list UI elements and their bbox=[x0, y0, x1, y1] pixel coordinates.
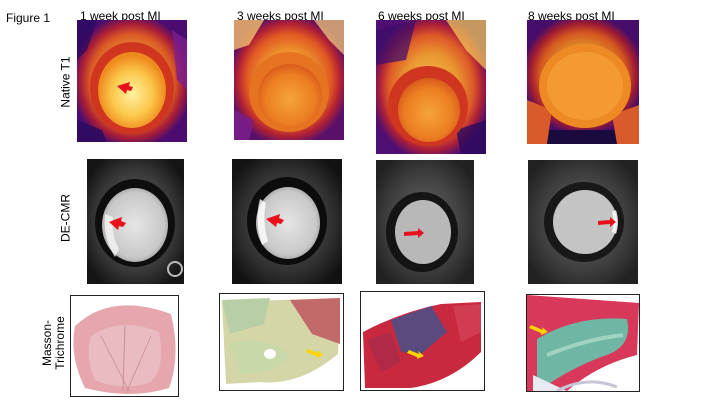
column-title-8-weeks: 8 weeks post MI bbox=[528, 9, 615, 23]
histology-6-weeks bbox=[360, 291, 485, 391]
histology-1-week bbox=[70, 295, 179, 397]
t1-map-3-weeks bbox=[234, 20, 344, 140]
column-title-3-weeks: 3 weeks post MI bbox=[237, 9, 324, 23]
t1-map-8-weeks bbox=[527, 20, 639, 144]
figure-label: Figure 1 bbox=[6, 11, 51, 25]
histology-3-weeks bbox=[219, 293, 344, 391]
histology-8-weeks bbox=[526, 294, 640, 392]
de-cmr-6-weeks bbox=[376, 160, 474, 284]
t1-map-6-weeks bbox=[376, 20, 486, 154]
row-label-masson-trichrome: Masson- Trichrome bbox=[40, 316, 67, 370]
row-label-de-cmr: DE-CMR bbox=[58, 194, 73, 242]
de-cmr-8-weeks bbox=[528, 160, 638, 284]
de-cmr-1-week bbox=[87, 159, 184, 284]
column-title-1-week: 1 week post MI bbox=[80, 9, 161, 23]
row-label-line-2: Trichrome bbox=[53, 316, 67, 370]
t1-map-1-week bbox=[77, 20, 187, 142]
row-label-native-t1: Native T1 bbox=[58, 56, 73, 108]
de-cmr-3-weeks bbox=[232, 159, 342, 284]
column-title-6-weeks: 6 weeks post MI bbox=[378, 9, 465, 23]
